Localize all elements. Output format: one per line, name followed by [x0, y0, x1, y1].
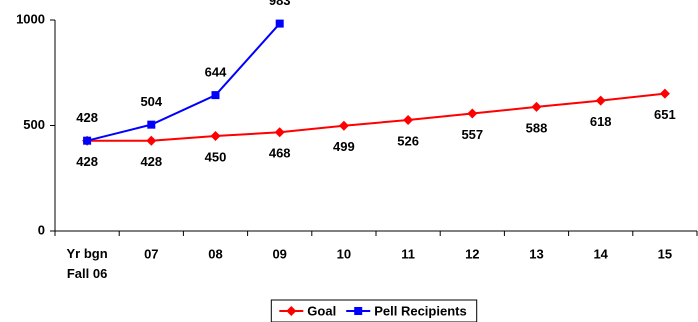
- x-tick-label: 12: [465, 246, 479, 261]
- legend-label: Goal: [307, 303, 336, 318]
- marker: [531, 101, 542, 112]
- x-tick-label: 14: [593, 246, 608, 261]
- data-label: 450: [205, 149, 227, 164]
- data-label: 468: [269, 146, 291, 161]
- marker: [211, 91, 220, 100]
- data-label: 428: [140, 154, 162, 169]
- x-tick-label: 09: [272, 246, 286, 261]
- x-tick-label: 15: [658, 246, 672, 261]
- data-label: 618: [590, 114, 612, 129]
- data-label: 428: [76, 110, 98, 125]
- marker: [274, 127, 285, 138]
- x-tick-label: 10: [337, 246, 351, 261]
- data-label: 499: [333, 139, 355, 154]
- legend-marker: [286, 306, 297, 316]
- x-tick-label: 08: [208, 246, 222, 261]
- y-tick-label: 500: [23, 117, 45, 132]
- legend: Goal Pell Recipients: [270, 299, 478, 322]
- marker: [210, 131, 221, 142]
- marker: [338, 120, 349, 131]
- data-label: 588: [526, 120, 548, 135]
- marker: [83, 136, 92, 145]
- legend-label: Pell Recipients: [374, 303, 466, 318]
- x-tick-label: 07: [144, 246, 158, 261]
- data-label: 428: [76, 154, 98, 169]
- marker: [467, 108, 478, 119]
- data-label: 557: [461, 127, 483, 142]
- legend-box: [270, 299, 478, 322]
- data-label: 526: [397, 133, 419, 148]
- marker: [595, 95, 606, 106]
- y-tick-label: 1000: [16, 11, 45, 26]
- data-label: 504: [140, 94, 162, 109]
- marker: [146, 135, 157, 146]
- marker: [147, 120, 156, 129]
- line: [86, 22, 281, 142]
- marker: [659, 88, 670, 99]
- marker: [275, 19, 284, 28]
- x-tick-label: Yr bgn Fall 06: [67, 246, 108, 281]
- data-label: 651: [654, 107, 676, 122]
- marker: [403, 115, 414, 126]
- y-tick-label: 0: [38, 222, 45, 237]
- data-label: 983: [269, 0, 291, 8]
- x-tick-label: 11: [401, 246, 415, 261]
- line: [87, 92, 666, 142]
- legend-marker: [354, 307, 363, 315]
- x-tick-label: 13: [529, 246, 543, 261]
- data-label: 644: [205, 65, 227, 80]
